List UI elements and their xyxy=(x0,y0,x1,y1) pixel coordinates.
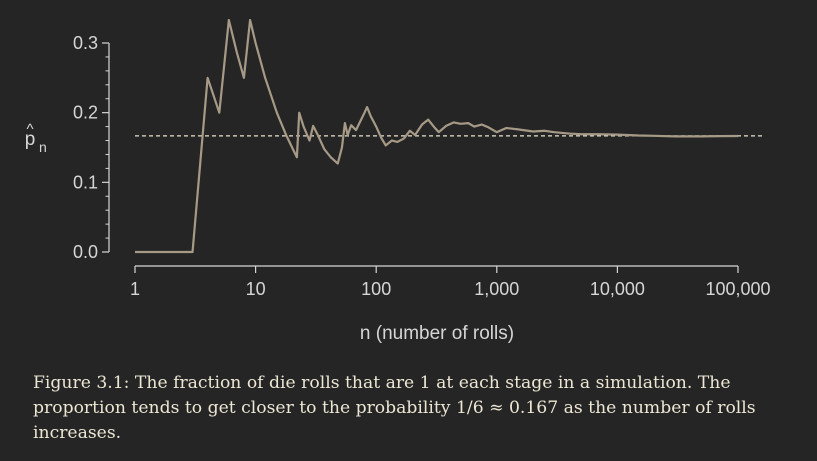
y-tick-label: 0.0 xyxy=(73,242,98,262)
y-tick-label: 0.3 xyxy=(73,33,98,53)
x-tick-label: 1 xyxy=(130,279,140,299)
x-tick-label: 10 xyxy=(246,279,266,299)
x-tick-label: 100 xyxy=(361,279,391,299)
y-tick-label: 0.2 xyxy=(73,103,98,123)
x-tick-label: 1,000 xyxy=(474,279,519,299)
x-tick-label: 10,000 xyxy=(590,279,645,299)
line-chart: 0.0 0.1 0.2 0.3 1 10 100 1,000 10,000 100,000 n … xyxy=(25,18,771,344)
y-axis-label-hat: ^ xyxy=(26,121,33,138)
x-axis: 1 10 100 1,000 10,000 100,000 xyxy=(130,265,771,299)
y-axis-label-subscript: n xyxy=(39,139,47,155)
y-axis: 0.0 0.1 0.2 0.3 xyxy=(73,33,110,262)
series-line-proportion xyxy=(135,18,739,254)
y-axis-label-main: p xyxy=(25,129,36,150)
y-axis-label: ^ p n xyxy=(25,121,47,155)
x-tick-label: 100,000 xyxy=(705,279,770,299)
y-tick-label: 0.1 xyxy=(73,172,98,192)
x-axis-label: n (number of rolls) xyxy=(360,323,514,344)
figure-caption: Figure 3.1: The fraction of die rolls th… xyxy=(33,373,756,443)
